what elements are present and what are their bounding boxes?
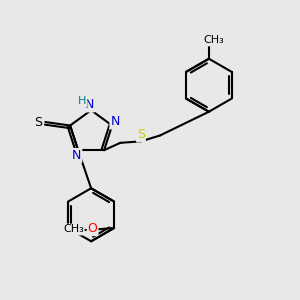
- Text: S: S: [34, 116, 42, 128]
- Text: N: N: [72, 149, 81, 162]
- Text: O: O: [88, 222, 98, 235]
- Text: N: N: [85, 98, 94, 111]
- Text: H: H: [78, 96, 86, 106]
- Text: CH₃: CH₃: [63, 224, 84, 235]
- Text: S: S: [137, 128, 145, 141]
- Text: CH₃: CH₃: [203, 35, 224, 46]
- Text: N: N: [110, 116, 120, 128]
